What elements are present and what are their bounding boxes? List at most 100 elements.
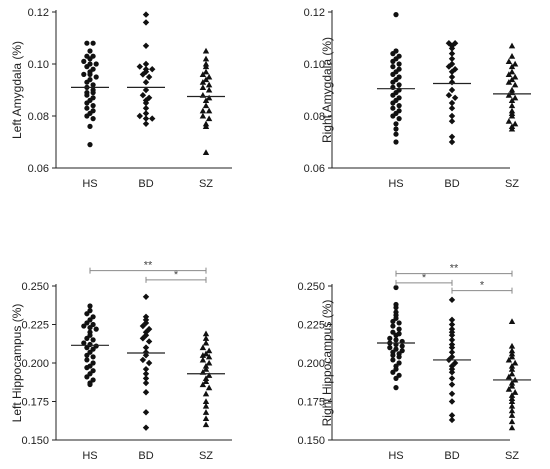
data-point bbox=[393, 385, 399, 391]
data-point bbox=[451, 94, 459, 101]
data-point bbox=[90, 354, 96, 360]
significance-label: * bbox=[422, 272, 427, 284]
data-point bbox=[508, 407, 516, 414]
data-point bbox=[205, 372, 213, 378]
y-tick-label: 0.175 bbox=[21, 397, 49, 409]
data-point bbox=[448, 332, 456, 339]
data-point bbox=[205, 115, 213, 122]
data-point bbox=[448, 99, 456, 107]
data-point bbox=[81, 58, 87, 64]
data-point bbox=[84, 352, 90, 358]
data-point bbox=[205, 86, 213, 93]
data-point bbox=[90, 116, 96, 122]
data-point bbox=[142, 115, 150, 122]
data-point bbox=[142, 99, 150, 107]
data-point bbox=[145, 338, 153, 345]
x-tick-label: SZ bbox=[505, 178, 519, 190]
data-point bbox=[202, 365, 210, 372]
data-point bbox=[505, 356, 513, 363]
data-point bbox=[508, 398, 516, 405]
data-point bbox=[390, 369, 396, 375]
data-point bbox=[84, 345, 90, 351]
data-point bbox=[508, 347, 516, 354]
data-point bbox=[511, 389, 519, 395]
data-point bbox=[142, 11, 150, 18]
data-point bbox=[508, 350, 516, 357]
data-point bbox=[448, 296, 456, 304]
data-point bbox=[199, 344, 207, 351]
data-point bbox=[202, 47, 210, 54]
data-point bbox=[393, 284, 399, 291]
data-point bbox=[448, 79, 456, 86]
data-point bbox=[448, 112, 456, 120]
data-point bbox=[396, 103, 402, 109]
panel-4: 0.150 0.175 0.200 0.225 0.250 HS BD SZ Right Hip… bbox=[297, 263, 531, 462]
data-point bbox=[142, 352, 150, 359]
x-tick-label: HS bbox=[388, 178, 403, 190]
data-point bbox=[390, 352, 396, 358]
x-tick-label: BD bbox=[444, 450, 459, 462]
data-point bbox=[448, 349, 456, 356]
data-point bbox=[393, 12, 399, 18]
data-point bbox=[448, 369, 456, 376]
data-point bbox=[142, 332, 150, 339]
data-point bbox=[202, 97, 210, 103]
data-point bbox=[202, 409, 210, 415]
data-point bbox=[205, 353, 213, 360]
y-tick-label: 0.225 bbox=[297, 320, 325, 332]
data-point bbox=[142, 344, 150, 351]
data-point bbox=[390, 58, 396, 64]
data-point bbox=[81, 340, 87, 346]
data-point bbox=[511, 60, 519, 67]
data-point bbox=[511, 81, 519, 88]
data-point bbox=[202, 330, 210, 337]
data-point bbox=[505, 58, 513, 64]
data-point bbox=[142, 319, 150, 327]
data-point bbox=[393, 131, 399, 137]
data-point bbox=[205, 384, 213, 391]
data-point bbox=[142, 60, 150, 68]
y-tick-label: 0.175 bbox=[297, 397, 325, 409]
y-axis-title: Left Amygdala (%) bbox=[10, 41, 24, 139]
data-point bbox=[202, 68, 210, 75]
data-point bbox=[390, 105, 396, 111]
data-point bbox=[142, 379, 150, 387]
data-point bbox=[448, 375, 456, 382]
data-point bbox=[139, 335, 147, 342]
data-point bbox=[202, 398, 210, 405]
significance-label: ** bbox=[450, 263, 459, 275]
y-tick-label: 0.250 bbox=[21, 281, 49, 293]
data-point bbox=[202, 421, 210, 428]
y-tick-label: 0.06 bbox=[28, 163, 49, 175]
data-point bbox=[139, 322, 147, 330]
data-point bbox=[84, 79, 90, 85]
data-point bbox=[139, 71, 147, 78]
data-point bbox=[87, 381, 93, 388]
data-point bbox=[505, 385, 513, 392]
data-point bbox=[448, 105, 456, 112]
data-point bbox=[142, 19, 150, 26]
data-point bbox=[84, 100, 90, 106]
data-point bbox=[202, 55, 210, 62]
data-point bbox=[202, 123, 210, 129]
data-point bbox=[142, 424, 150, 431]
data-point bbox=[508, 53, 516, 59]
data-point bbox=[142, 42, 150, 49]
panel-2: 0.06 0.08 0.10 0.12 HS BD SZ Right Amygdala (%) bbox=[304, 7, 531, 190]
data-point bbox=[508, 318, 516, 324]
data-point bbox=[505, 92, 513, 98]
x-tick-label: HS bbox=[82, 178, 97, 190]
y-tick-label: 0.10 bbox=[304, 59, 325, 71]
data-point bbox=[393, 375, 399, 381]
x-tick-label: BD bbox=[138, 178, 153, 190]
data-point bbox=[448, 316, 456, 324]
data-point bbox=[396, 61, 402, 67]
data-point bbox=[205, 94, 213, 101]
data-point bbox=[149, 115, 156, 122]
data-point bbox=[139, 356, 147, 364]
data-point bbox=[93, 61, 99, 67]
data-point bbox=[508, 76, 516, 83]
data-point bbox=[84, 365, 90, 371]
y-tick-label: 0.12 bbox=[304, 7, 325, 19]
data-point bbox=[390, 51, 396, 57]
